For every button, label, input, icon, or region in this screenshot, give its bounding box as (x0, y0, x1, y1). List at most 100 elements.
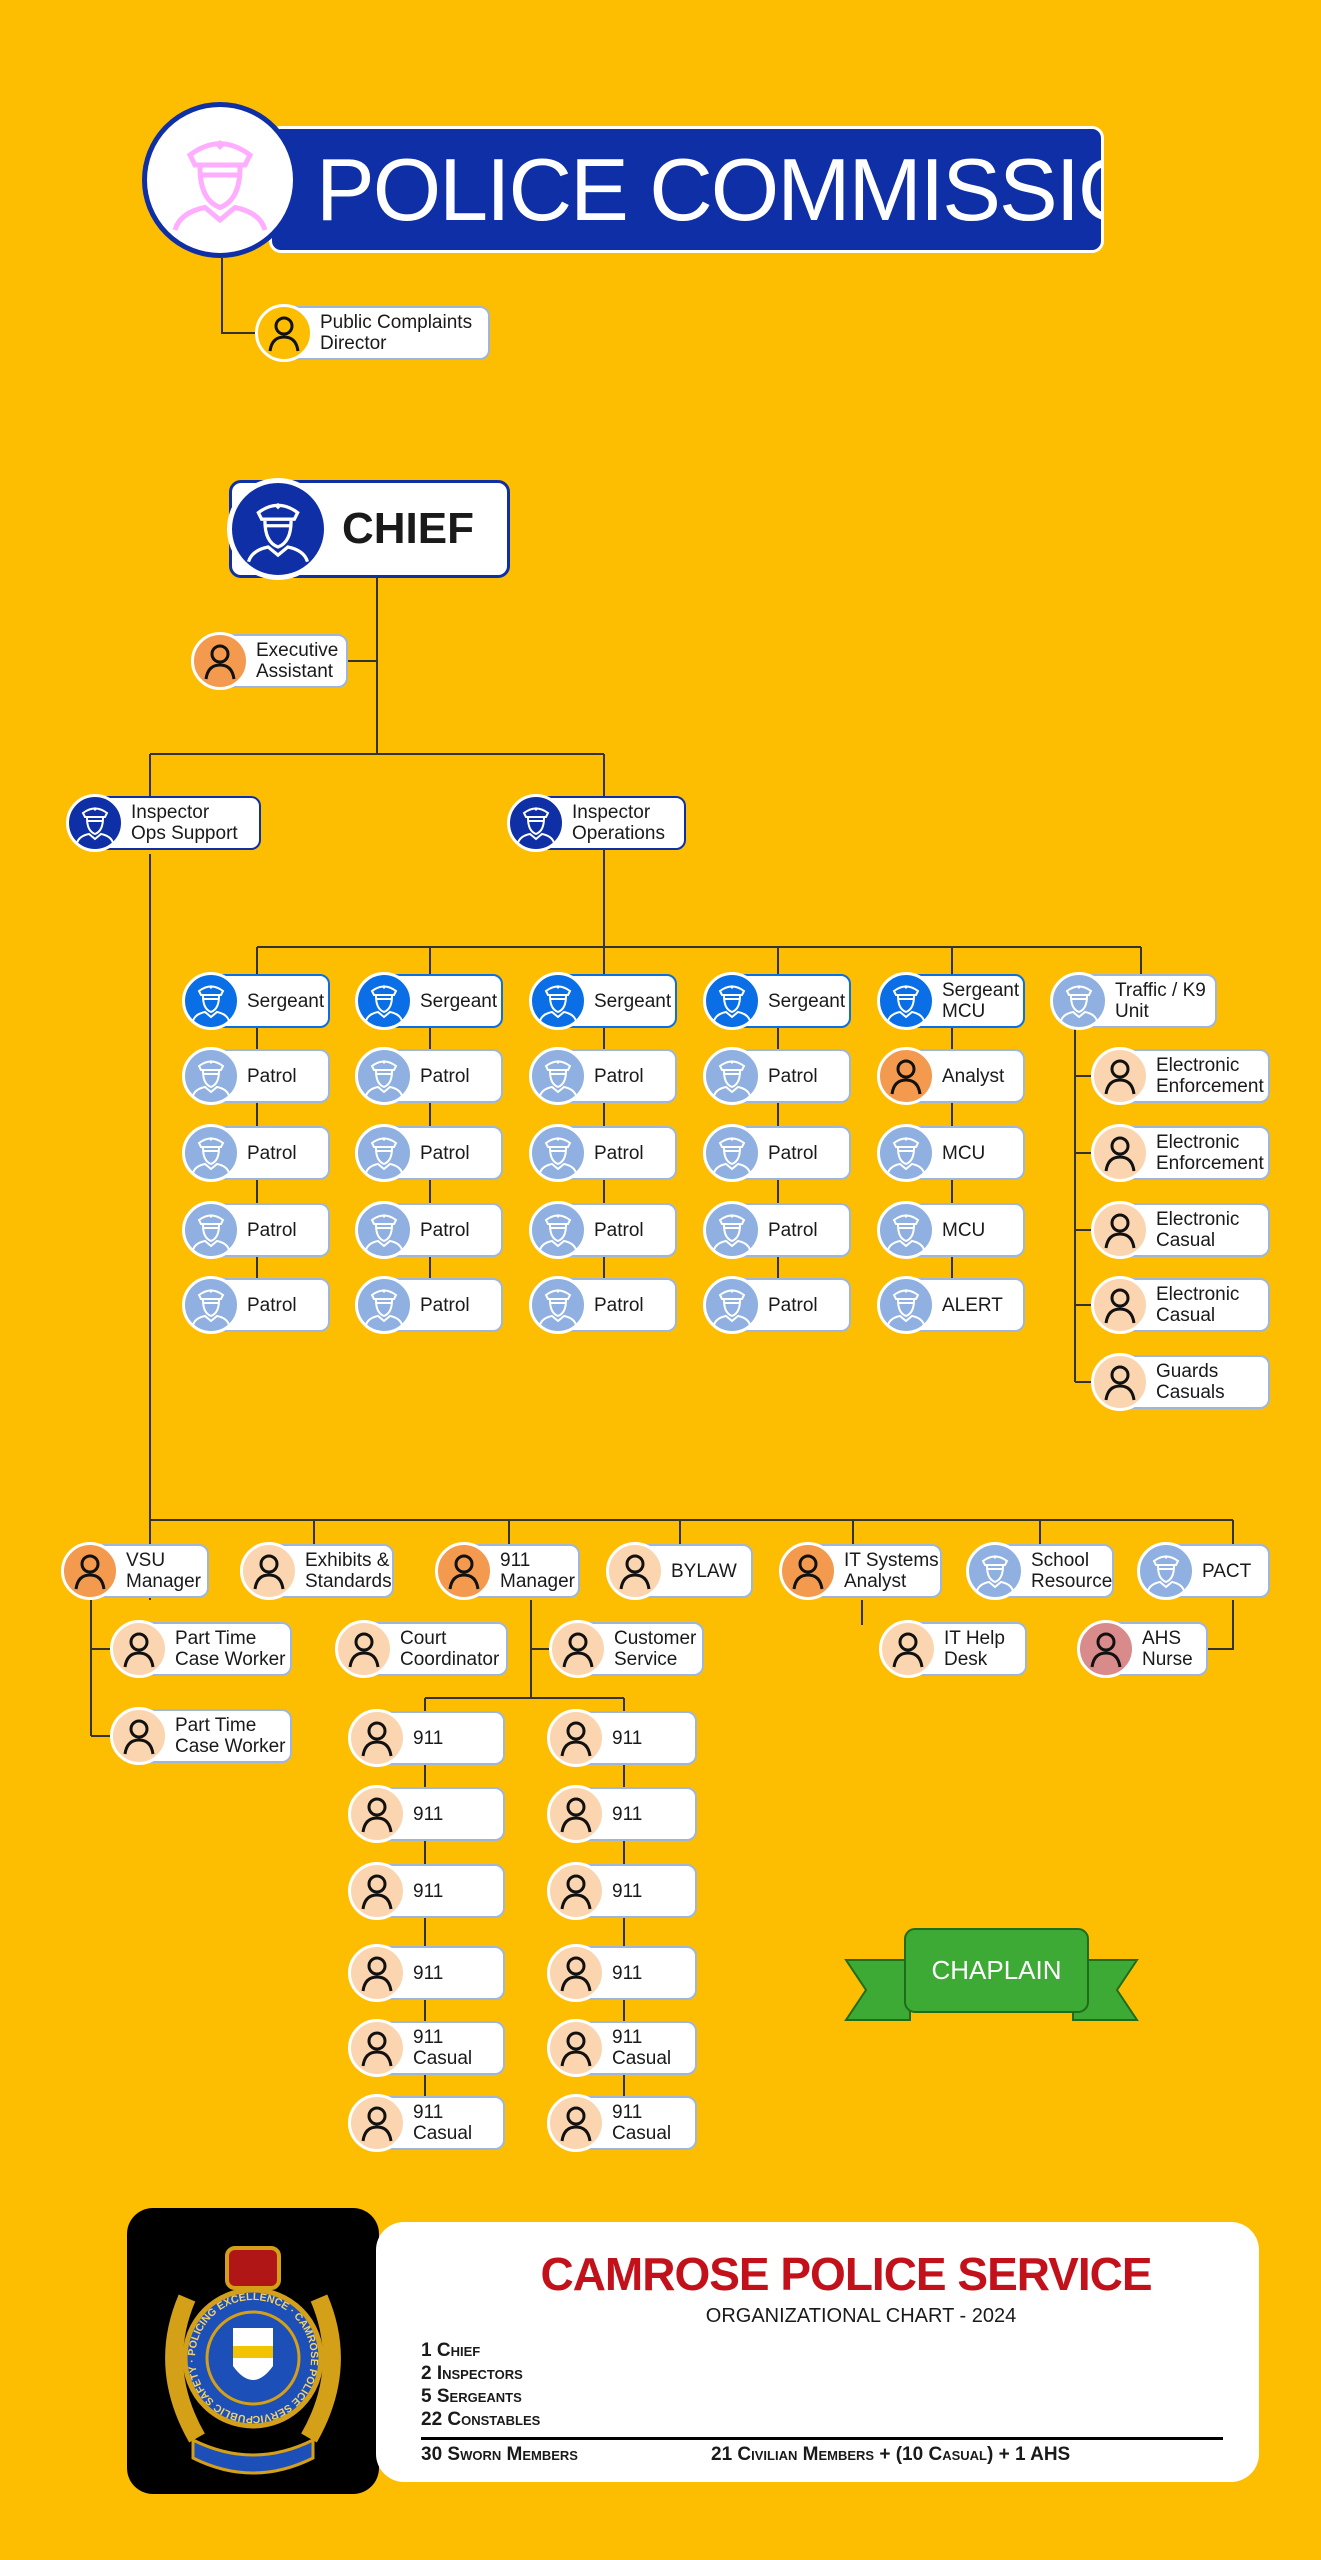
org-node: Sergeant (529, 972, 677, 1030)
node-label: Executive Assistant (256, 640, 339, 682)
node-label: Patrol (420, 1065, 470, 1087)
officer-icon (182, 1047, 240, 1105)
org-node: Guards Casuals (1091, 1353, 1270, 1411)
officer-icon (529, 972, 587, 1030)
stat-sergeants: 5 Sergeants (421, 2386, 522, 2407)
officer-icon (529, 1276, 587, 1334)
badge-panel: PUBLIC SAFETY · POLICING EXCELLENCE · CA… (123, 2199, 379, 2494)
officer-icon (66, 794, 124, 852)
police-commission-banner: POLICE COMMISSION (269, 126, 1104, 253)
service-title: CAMROSE POLICE SERVICE (540, 2248, 1152, 2300)
person-icon (435, 1542, 493, 1600)
node-label: 911 (413, 1727, 444, 1749)
node-label: Patrol (594, 1294, 644, 1316)
org-node: Electronic Enforcement (1091, 1124, 1270, 1182)
node-label: Patrol (247, 1219, 297, 1241)
person-icon (348, 1944, 406, 2002)
node-label: Sergeant (768, 990, 846, 1012)
node-label: Inspector Ops Support (131, 802, 238, 844)
org-node: Patrol (529, 1047, 677, 1105)
org-node: 911 (547, 1785, 697, 1843)
node-label: Inspector Operations (572, 802, 665, 844)
org-node: Electronic Casual (1091, 1276, 1270, 1334)
officer-icon (703, 1276, 761, 1334)
node-label: MCU (942, 1219, 986, 1241)
org-node: IT Systems Analyst (779, 1542, 942, 1600)
person-icon (547, 2094, 605, 2152)
org-node: Part Time Case Worker (110, 1620, 292, 1678)
org-node: 911 (348, 1785, 505, 1843)
node-label: School Resource (1031, 1550, 1113, 1592)
person-icon (547, 2019, 605, 2077)
node-label: Patrol (420, 1142, 470, 1164)
org-node: 911 Casual (348, 2094, 505, 2152)
node-label: 911 (413, 1880, 444, 1902)
org-node: Executive Assistant (191, 632, 348, 690)
org-node: Patrol (355, 1047, 503, 1105)
officer-icon (182, 1276, 240, 1334)
node-label: Electronic Casual (1156, 1284, 1240, 1326)
node-label: Patrol (594, 1142, 644, 1164)
org-node: 911 (348, 1862, 505, 1920)
node-label: Patrol (594, 1065, 644, 1087)
org-node: ALERT (877, 1276, 1025, 1334)
node-label: 911 Casual (612, 2027, 672, 2069)
node-label: Part Time Case Worker (175, 1628, 286, 1670)
stat-chief: 1 Chief (421, 2340, 481, 2361)
officer-icon (182, 972, 240, 1030)
node-label: Sergeant (247, 990, 325, 1012)
node-label: MCU (942, 1142, 986, 1164)
node-label: Patrol (420, 1294, 470, 1316)
person-icon (547, 1709, 605, 1767)
officer-icon (355, 1047, 413, 1105)
officer-icon (877, 1124, 935, 1182)
org-node: School Resource (966, 1542, 1114, 1600)
officer-icon (529, 1201, 587, 1259)
org-node: Inspector Operations (507, 794, 686, 852)
org-node: Part Time Case Worker (110, 1707, 292, 1765)
node-label: 911 (612, 1803, 643, 1825)
org-node: 911 (348, 1709, 505, 1767)
org-node: Patrol (355, 1276, 503, 1334)
node-label: Guards Casuals (1156, 1361, 1225, 1403)
chaplain-label: CHAPLAIN (931, 1955, 1062, 1985)
org-node: 911 (547, 1862, 697, 1920)
node-label: Patrol (247, 1065, 297, 1087)
org-node: MCU (877, 1201, 1025, 1259)
node-label: Exhibits & Standards (305, 1550, 392, 1592)
org-node: Exhibits & Standards (240, 1542, 394, 1600)
node-label: Patrol (247, 1142, 297, 1164)
org-node: Patrol (355, 1124, 503, 1182)
officer-icon (507, 794, 565, 852)
person-icon (348, 1785, 406, 1843)
org-node: Patrol (703, 1124, 851, 1182)
commission-officer-icon (142, 102, 298, 258)
org-node: Patrol (355, 1201, 503, 1259)
org-node: Patrol (529, 1124, 677, 1182)
person-icon (779, 1542, 837, 1600)
officer-icon (877, 972, 935, 1030)
node-label: 911 Casual (612, 2102, 672, 2144)
node-label: Analyst (942, 1065, 1005, 1087)
person-icon (348, 1709, 406, 1767)
node-label: Traffic / K9 Unit (1115, 980, 1206, 1022)
person-icon (1077, 1620, 1135, 1678)
org-node: Court Coordinator (335, 1620, 508, 1678)
officer-icon (355, 972, 413, 1030)
node-label: 911 (413, 1962, 444, 1984)
node-label: IT Systems Analyst (844, 1550, 939, 1592)
stat-constables: 22 Constables (421, 2409, 541, 2430)
org-node: Public Complaints Director (255, 304, 490, 362)
org-node: 911 (547, 1709, 697, 1767)
person-icon (335, 1620, 393, 1678)
org-node: Patrol (182, 1047, 330, 1105)
node-label: ALERT (942, 1294, 1003, 1316)
org-node: Inspector Ops Support (66, 794, 261, 852)
person-icon (1091, 1201, 1149, 1259)
officer-icon (1050, 972, 1108, 1030)
org-node: Patrol (182, 1276, 330, 1334)
officer-icon (703, 1124, 761, 1182)
officer-icon (877, 1276, 935, 1334)
node-label: Electronic Enforcement (1156, 1055, 1264, 1097)
org-node: Patrol (529, 1201, 677, 1259)
